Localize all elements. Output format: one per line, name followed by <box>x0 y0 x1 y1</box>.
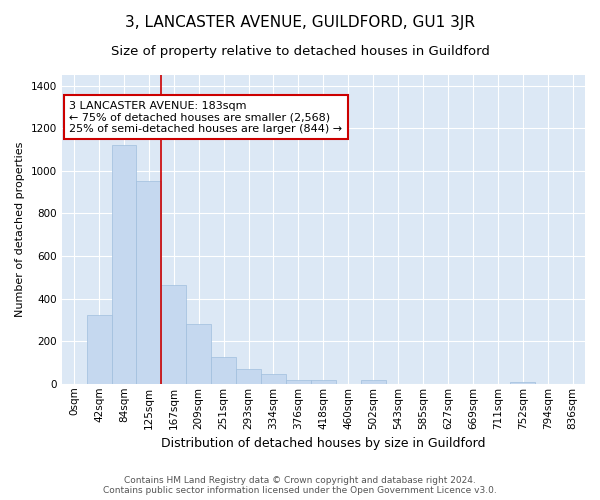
Text: Contains HM Land Registry data © Crown copyright and database right 2024.
Contai: Contains HM Land Registry data © Crown c… <box>103 476 497 495</box>
Bar <box>112 146 136 384</box>
X-axis label: Distribution of detached houses by size in Guildford: Distribution of detached houses by size … <box>161 437 485 450</box>
Y-axis label: Number of detached properties: Number of detached properties <box>15 142 25 317</box>
Bar <box>186 324 211 384</box>
Bar <box>361 380 386 384</box>
Text: 3, LANCASTER AVENUE, GUILDFORD, GU1 3JR: 3, LANCASTER AVENUE, GUILDFORD, GU1 3JR <box>125 15 475 30</box>
Bar <box>236 369 261 384</box>
Bar <box>136 182 161 384</box>
Bar <box>86 314 112 384</box>
Text: Size of property relative to detached houses in Guildford: Size of property relative to detached ho… <box>110 45 490 58</box>
Text: 3 LANCASTER AVENUE: 183sqm
← 75% of detached houses are smaller (2,568)
25% of s: 3 LANCASTER AVENUE: 183sqm ← 75% of deta… <box>69 100 342 134</box>
Bar <box>211 357 236 384</box>
Bar <box>161 284 186 384</box>
Bar <box>510 382 535 384</box>
Bar <box>311 380 336 384</box>
Bar <box>261 374 286 384</box>
Bar <box>286 380 311 384</box>
